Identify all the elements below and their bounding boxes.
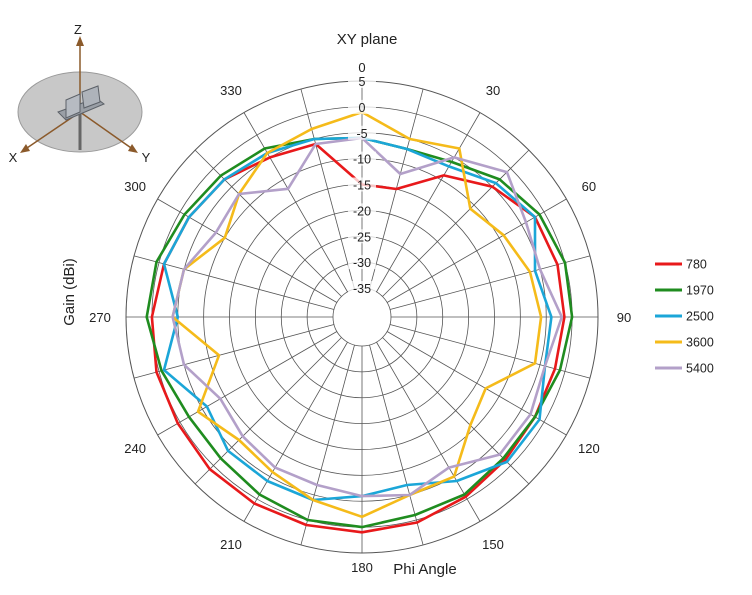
grid-spoke [386, 198, 567, 303]
grid-spoke [157, 331, 338, 436]
radial-tick-label: -20 [353, 204, 371, 218]
grid-spoke [243, 341, 348, 522]
legend-label: 2500 [686, 310, 714, 324]
legend-label: 1970 [686, 284, 714, 298]
radial-tick-label: -15 [353, 179, 371, 193]
ring-label-backdrop [348, 255, 376, 270]
angle-tick-label: 300 [124, 179, 146, 194]
x-axis-label: Phi Angle [393, 561, 456, 578]
legend-label: 780 [686, 258, 707, 272]
grid-spoke [369, 344, 424, 546]
radial-tick-labels: 5 0 -5 -10 -15 -20 -25 -30 -35 [348, 74, 376, 296]
antenna-fin-right [81, 85, 101, 109]
series-line-3600 [171, 110, 543, 519]
series-line-1970 [145, 136, 574, 529]
radial-tick-label: -25 [353, 230, 371, 244]
series-line-780 [150, 142, 566, 534]
ring-label-backdrop [348, 229, 376, 244]
grid-spoke [376, 112, 481, 293]
series-line-5400 [171, 136, 564, 498]
grid-spoke [133, 255, 335, 310]
inset-y-label: Y [142, 150, 151, 165]
radial-tick-label: -30 [353, 256, 371, 270]
inset-z-label: Z [74, 22, 82, 37]
angle-tick-label: 90 [617, 310, 631, 325]
angle-tick-label: 270 [89, 310, 111, 325]
y-axis-line [79, 111, 135, 151]
antenna-orientation-inset: Z X Y [9, 22, 151, 165]
grid-spoke [243, 112, 348, 293]
angle-tick-label: 30 [486, 83, 500, 98]
grid-spoke [133, 324, 335, 379]
ring-label-backdrop [348, 177, 376, 192]
radial-tick-label: -5 [356, 127, 367, 141]
grid-spoke [194, 337, 342, 485]
angle-tick-label: 60 [582, 179, 596, 194]
grid-spoke [194, 149, 342, 297]
grid-ring [332, 287, 392, 347]
angle-tick-label: 240 [124, 441, 146, 456]
grid-spoke [382, 149, 530, 297]
ring-label-backdrop [348, 74, 376, 88]
grid-spoke [389, 324, 591, 379]
chart-title: XY plane [337, 31, 398, 48]
angle-tick-label: 210 [220, 537, 242, 552]
antenna-fin-left [65, 93, 81, 119]
angle-tick-label: 180 [351, 560, 373, 575]
radial-tick-label: -35 [353, 282, 371, 296]
angle-tick-label: 120 [578, 441, 600, 456]
x-axis-arrow-icon [20, 144, 30, 153]
grid-spoke [157, 198, 338, 303]
legend-label: 3600 [686, 336, 714, 350]
y-axis-label: Gain (dBi) [61, 258, 78, 326]
radial-tick-label: 0 [359, 101, 366, 115]
radial-tick-label: -10 [353, 153, 371, 167]
ring-label-backdrop [348, 125, 376, 140]
ring-label-backdrop [348, 151, 376, 166]
angle-tick-labels: 0 30 60 90 120 150 180 210 240 270 300 330 [89, 60, 631, 575]
grid-spoke [300, 344, 355, 546]
angle-tick-label: 150 [482, 537, 504, 552]
ring-label-backdrop [348, 203, 376, 218]
angle-tick-label: 330 [220, 83, 242, 98]
angle-tick-label: 0 [358, 60, 365, 75]
grid-spoke [386, 331, 567, 436]
ring-label-backdrop [348, 99, 376, 114]
y-axis-arrow-icon [128, 144, 138, 153]
grid-spoke [300, 88, 355, 290]
ring-label-backdrop [348, 281, 376, 295]
legend: 780 1970 2500 3600 5400 [655, 258, 714, 376]
grid-spoke [376, 341, 481, 522]
radial-tick-label: 5 [359, 75, 366, 89]
inset-x-label: X [9, 150, 18, 165]
series-layer [145, 110, 574, 534]
legend-label: 5400 [686, 362, 714, 376]
z-axis-arrow-icon [76, 36, 84, 46]
